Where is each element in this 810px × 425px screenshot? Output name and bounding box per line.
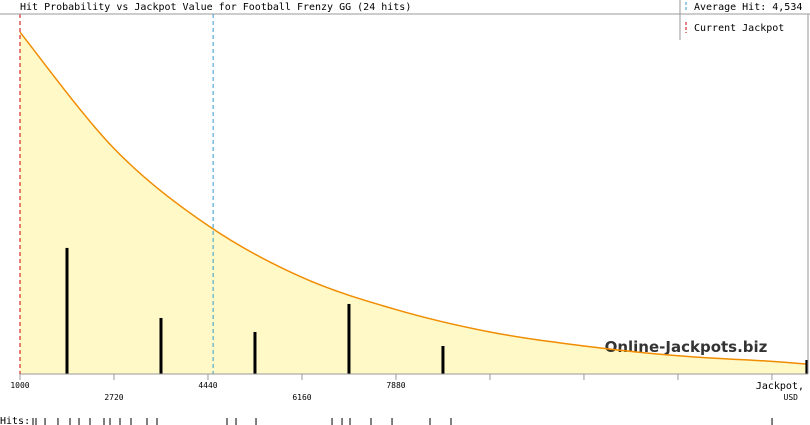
x-axis-label: USD bbox=[784, 393, 799, 402]
hits-label: Hits: bbox=[0, 416, 30, 425]
x-tick-label: 6160 bbox=[292, 393, 311, 402]
plot-area: Online-Jackpots.biz bbox=[19, 14, 809, 375]
bar bbox=[805, 359, 809, 374]
x-tick-label: 1000 bbox=[10, 381, 29, 390]
bar bbox=[441, 345, 445, 374]
curve-area bbox=[20, 32, 808, 375]
bar bbox=[253, 331, 257, 374]
watermark: Online-Jackpots.biz bbox=[605, 338, 768, 356]
x-tick-label: 7880 bbox=[386, 381, 405, 390]
bar bbox=[347, 303, 351, 374]
legend-current: Current Jackpot bbox=[694, 23, 784, 34]
chart-title: Hit Probability vs Jackpot Value for Foo… bbox=[20, 2, 411, 13]
x-tick-label: 4440 bbox=[198, 381, 217, 390]
curve-line bbox=[19, 31, 809, 365]
x-axis-label: Jackpot, bbox=[756, 381, 804, 392]
bar bbox=[65, 247, 69, 374]
bar bbox=[159, 317, 163, 374]
legend-average: Average Hit: 4,534 bbox=[694, 2, 802, 13]
x-tick-label: 2720 bbox=[104, 393, 123, 402]
